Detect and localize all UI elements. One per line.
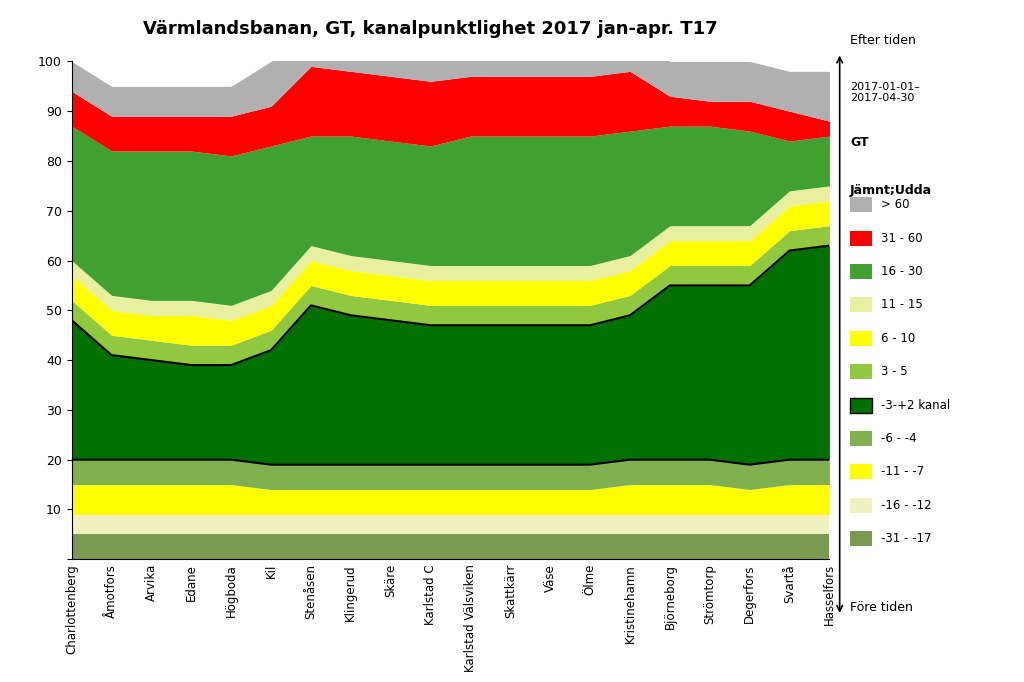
Text: 31 - 60: 31 - 60 bbox=[881, 231, 923, 245]
Text: 2017-01-01–
2017-04-30: 2017-01-01– 2017-04-30 bbox=[850, 82, 920, 104]
Text: -16 - -12: -16 - -12 bbox=[881, 499, 931, 512]
Text: Efter tiden: Efter tiden bbox=[850, 34, 915, 47]
Text: Före tiden: Före tiden bbox=[850, 601, 912, 614]
Text: > 60: > 60 bbox=[881, 198, 909, 211]
Text: Värmlandsbanan, GT, kanalpunktlighet 2017 jan-apr. T17: Värmlandsbanan, GT, kanalpunktlighet 201… bbox=[142, 20, 718, 38]
Text: GT: GT bbox=[850, 136, 868, 149]
Text: -31 - -17: -31 - -17 bbox=[881, 532, 931, 546]
Text: 3 - 5: 3 - 5 bbox=[881, 365, 907, 379]
Text: -3-+2 kanal: -3-+2 kanal bbox=[881, 398, 950, 412]
Text: 16 - 30: 16 - 30 bbox=[881, 265, 923, 278]
Text: -6 - -4: -6 - -4 bbox=[881, 432, 916, 445]
Text: 6 - 10: 6 - 10 bbox=[881, 331, 914, 345]
Text: 11 - 15: 11 - 15 bbox=[881, 298, 923, 312]
Text: -11 - -7: -11 - -7 bbox=[881, 465, 924, 479]
Text: Jämnt;Udda: Jämnt;Udda bbox=[850, 184, 932, 197]
